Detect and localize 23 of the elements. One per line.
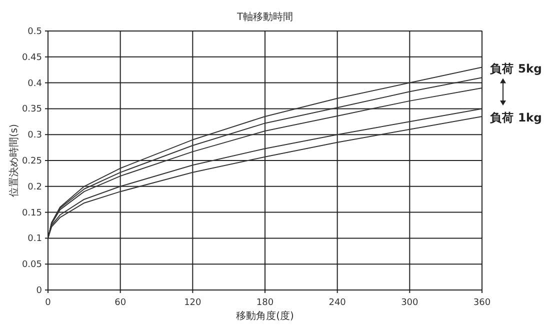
x-axis-title: 移動角度(度) [236,310,294,322]
x-tick-label: 360 [473,298,491,308]
series-label: 負荷 5kg [490,61,542,76]
y-tick-label: 0.45 [22,52,42,63]
y-tick-label: 0 [36,286,42,296]
x-tick-label: 240 [328,298,346,308]
y-tick-label: 0.05 [22,260,42,270]
chart-title: T軸移動時間 [236,11,294,23]
y-tick-label: 0.2 [28,182,42,192]
y-axis-title: 位置決め時間(s) [8,124,20,198]
y-tick-label: 0.3 [28,130,42,141]
y-tick-label: 0.15 [22,208,42,218]
y-tick-label: 0.5 [28,27,42,37]
x-tick-label: 180 [256,298,274,308]
x-tick-label: 120 [184,298,202,308]
x-tick-label: 300 [401,298,419,308]
y-tick-label: 0.1 [28,234,42,244]
series-label: 負荷 1kg [490,110,542,124]
y-tick-label: 0.25 [22,156,42,166]
x-tick-label: 0 [45,298,52,308]
y-tick-label: 0.4 [28,78,42,89]
y-tick-label: 0.35 [22,104,42,115]
x-tick-label: 60 [114,298,126,308]
